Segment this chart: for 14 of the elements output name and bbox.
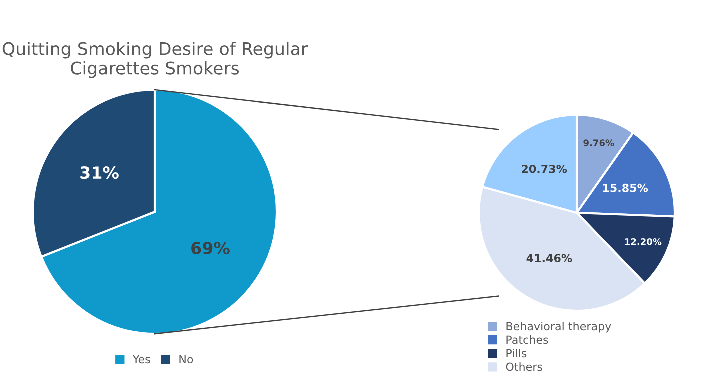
data-label: 9.76% [584, 140, 614, 146]
data-label: 69% [192, 242, 230, 255]
data-label: 20.73% [522, 164, 568, 174]
legend-label: Patches [506, 336, 548, 344]
legend-label: Behavioral therapy [506, 322, 612, 333]
legend-label: Yes [132, 355, 150, 364]
legend-label: Others [506, 362, 542, 372]
data-label: 31% [80, 166, 119, 180]
data-label: 15.85% [603, 184, 648, 192]
data-label: 12.20% [625, 238, 662, 246]
legend-label: Pills [506, 349, 527, 358]
legend-label: No [180, 355, 194, 364]
chart-title: Quitting Smoking Desire of Regular Cigarettes Smokers [2, 42, 308, 78]
data-label: 41.46% [526, 254, 572, 263]
